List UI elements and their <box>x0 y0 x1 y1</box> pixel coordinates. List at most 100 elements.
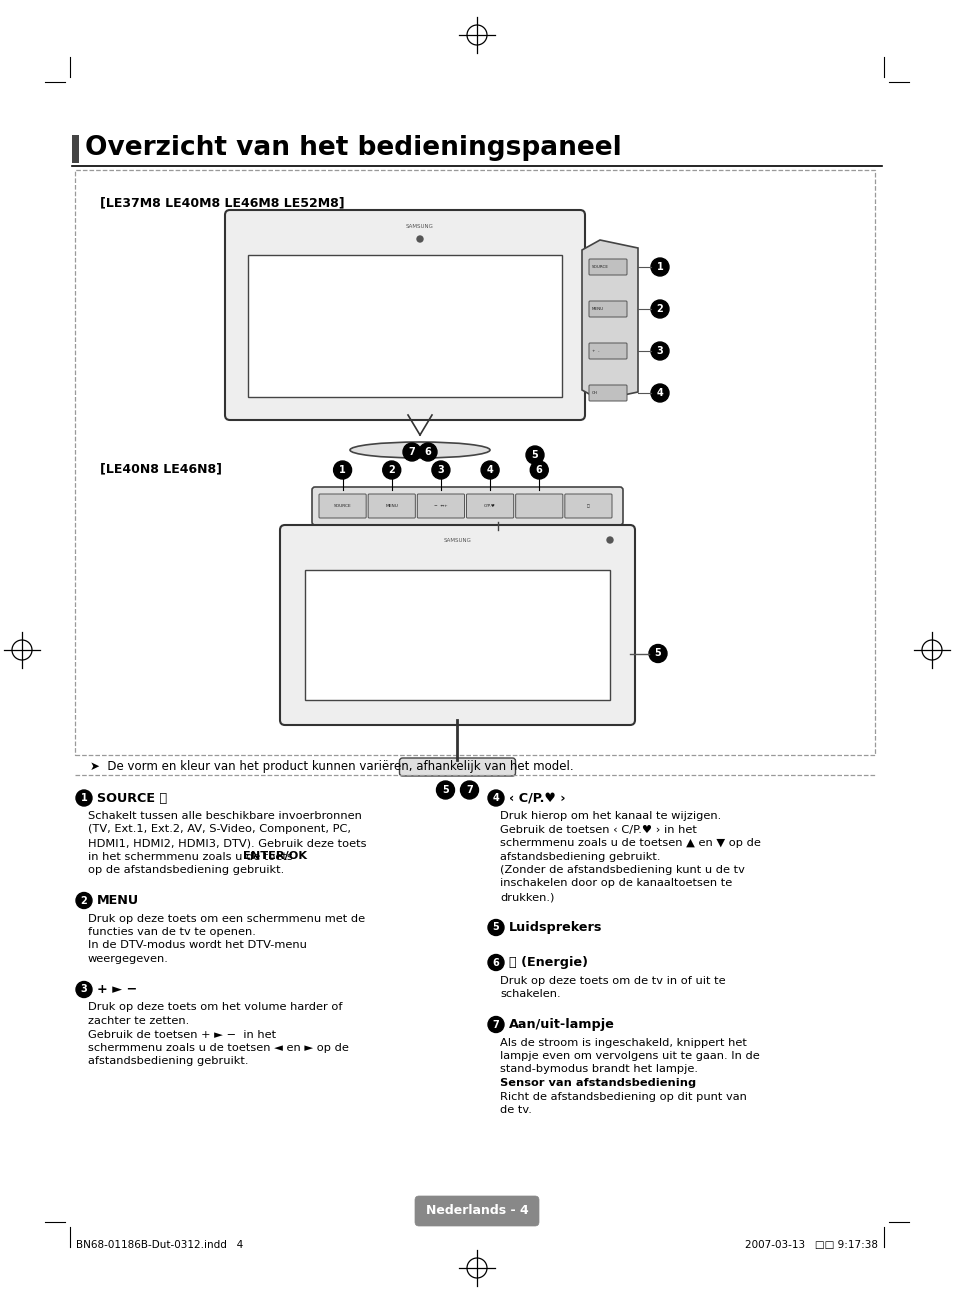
FancyBboxPatch shape <box>564 494 612 518</box>
Text: drukken.): drukken.) <box>499 892 554 902</box>
Text: +  -: + - <box>592 349 598 353</box>
Text: 1: 1 <box>81 794 88 803</box>
Circle shape <box>436 781 454 799</box>
FancyBboxPatch shape <box>416 494 464 518</box>
Text: [LE40N8 LE46N8]: [LE40N8 LE46N8] <box>100 462 222 475</box>
Text: Richt de afstandsbediening op dit punt van: Richt de afstandsbediening op dit punt v… <box>499 1092 746 1102</box>
Circle shape <box>650 258 668 276</box>
Text: Aan/uit-lampje: Aan/uit-lampje <box>509 1017 615 1030</box>
Text: 6: 6 <box>492 958 498 968</box>
Text: MENU: MENU <box>385 503 397 507</box>
Text: 7: 7 <box>492 1020 498 1029</box>
FancyBboxPatch shape <box>588 385 626 401</box>
Text: MENU: MENU <box>97 894 139 907</box>
Text: MENU: MENU <box>592 307 603 311</box>
Circle shape <box>650 342 668 360</box>
Circle shape <box>650 301 668 317</box>
Text: BN68-01186B-Dut-0312.indd   4: BN68-01186B-Dut-0312.indd 4 <box>76 1240 243 1250</box>
Ellipse shape <box>350 442 490 458</box>
Text: Nederlands - 4: Nederlands - 4 <box>425 1203 528 1216</box>
FancyBboxPatch shape <box>318 494 366 518</box>
Text: lampje even om vervolgens uit te gaan. In de: lampje even om vervolgens uit te gaan. I… <box>499 1051 759 1062</box>
Text: 1: 1 <box>656 262 662 272</box>
Text: 6: 6 <box>536 464 542 475</box>
Text: HDMI1, HDMI2, HDMI3, DTV). Gebruik deze toets: HDMI1, HDMI2, HDMI3, DTV). Gebruik deze … <box>88 838 366 848</box>
FancyBboxPatch shape <box>368 494 415 518</box>
Text: 3: 3 <box>81 985 88 994</box>
Text: 2007-03-13   □□ 9:17:38: 2007-03-13 □□ 9:17:38 <box>744 1240 877 1250</box>
Text: Druk hierop om het kanaal te wijzigen.: Druk hierop om het kanaal te wijzigen. <box>499 811 720 821</box>
Text: 2: 2 <box>656 304 662 314</box>
Text: SOURCE ⬜: SOURCE ⬜ <box>97 791 167 804</box>
Text: stand-bymodus brandt het lampje.: stand-bymodus brandt het lampje. <box>499 1064 698 1075</box>
Text: in het schermmenu zoals u de toets: in het schermmenu zoals u de toets <box>88 851 296 861</box>
Circle shape <box>480 461 498 479</box>
Circle shape <box>334 461 352 479</box>
Text: (Zonder de afstandsbediening kunt u de tv: (Zonder de afstandsbediening kunt u de t… <box>499 865 744 876</box>
Text: Schakelt tussen alle beschikbare invoerbronnen: Schakelt tussen alle beschikbare invoerb… <box>88 811 361 821</box>
Text: 7: 7 <box>466 785 473 795</box>
Text: 3: 3 <box>437 464 444 475</box>
Text: ➤  De vorm en kleur van het product kunnen variëren, afhankelijk van het model.: ➤ De vorm en kleur van het product kunne… <box>90 760 573 773</box>
Text: SOURCE: SOURCE <box>334 503 351 507</box>
Text: −  ↔+: − ↔+ <box>434 503 447 507</box>
Text: 4: 4 <box>492 794 498 803</box>
Text: schermmenu zoals u de toetsen ▲ en ▼ op de: schermmenu zoals u de toetsen ▲ en ▼ op … <box>499 838 760 848</box>
Text: Druk op deze toets om de tv in of uit te: Druk op deze toets om de tv in of uit te <box>499 976 725 985</box>
Text: ‹ C/P.♥ ›: ‹ C/P.♥ › <box>509 791 565 804</box>
Circle shape <box>76 981 91 998</box>
Text: 5: 5 <box>492 922 498 933</box>
Bar <box>71 135 79 163</box>
Circle shape <box>432 461 450 479</box>
Bar <box>248 255 561 397</box>
Circle shape <box>488 1016 503 1033</box>
Text: CH: CH <box>592 392 598 396</box>
Text: C/P.♥: C/P.♥ <box>484 503 496 507</box>
Text: 1: 1 <box>339 464 346 475</box>
Text: afstandsbediening gebruikt.: afstandsbediening gebruikt. <box>88 1056 248 1067</box>
Text: afstandsbediening gebruikt.: afstandsbediening gebruikt. <box>499 851 659 861</box>
Text: Overzicht van het bedieningspaneel: Overzicht van het bedieningspaneel <box>85 135 621 161</box>
Text: Druk op deze toets om het volume harder of: Druk op deze toets om het volume harder … <box>88 1003 342 1012</box>
Text: (TV, Ext.1, Ext.2, AV, S-Video, Component, PC,: (TV, Ext.1, Ext.2, AV, S-Video, Componen… <box>88 825 351 834</box>
Bar <box>305 570 609 700</box>
FancyBboxPatch shape <box>516 494 562 518</box>
Circle shape <box>402 444 420 461</box>
Text: Luidsprekers: Luidsprekers <box>509 921 601 934</box>
FancyBboxPatch shape <box>588 259 626 275</box>
Circle shape <box>525 446 543 464</box>
Text: 3: 3 <box>656 346 662 356</box>
Text: schakelen.: schakelen. <box>499 989 560 999</box>
Text: 5: 5 <box>441 785 449 795</box>
Circle shape <box>650 384 668 402</box>
Text: 2: 2 <box>388 464 395 475</box>
Text: Sensor van afstandsbediening: Sensor van afstandsbediening <box>499 1079 696 1088</box>
Text: SOURCE: SOURCE <box>592 265 608 269</box>
Text: In de DTV-modus wordt het DTV-menu: In de DTV-modus wordt het DTV-menu <box>88 941 307 951</box>
Circle shape <box>460 781 478 799</box>
FancyBboxPatch shape <box>466 494 513 518</box>
Text: 5: 5 <box>531 450 537 461</box>
Text: SAMSUNG: SAMSUNG <box>406 225 434 229</box>
Polygon shape <box>581 239 638 399</box>
Circle shape <box>416 235 422 242</box>
Text: functies van de tv te openen.: functies van de tv te openen. <box>88 928 255 937</box>
Text: Gebruik de toetsen ‹ C/P.♥ › in het: Gebruik de toetsen ‹ C/P.♥ › in het <box>499 825 696 834</box>
Text: inschakelen door op de kanaaltoetsen te: inschakelen door op de kanaaltoetsen te <box>499 878 732 889</box>
FancyBboxPatch shape <box>415 1196 538 1226</box>
Text: 4: 4 <box>656 388 662 398</box>
Text: 4: 4 <box>486 464 493 475</box>
Circle shape <box>488 920 503 935</box>
Text: ⏻: ⏻ <box>586 503 589 507</box>
Text: [LE37M8 LE40M8 LE46M8 LE52M8]: [LE37M8 LE40M8 LE46M8 LE52M8] <box>100 196 344 209</box>
Circle shape <box>76 790 91 807</box>
Circle shape <box>648 644 666 662</box>
FancyBboxPatch shape <box>399 758 515 775</box>
Text: schermmenu zoals u de toetsen ◄ en ► op de: schermmenu zoals u de toetsen ◄ en ► op … <box>88 1043 349 1053</box>
Circle shape <box>418 444 436 461</box>
Circle shape <box>76 892 91 908</box>
Circle shape <box>530 461 548 479</box>
Circle shape <box>488 955 503 971</box>
Text: zachter te zetten.: zachter te zetten. <box>88 1016 189 1026</box>
Text: de tv.: de tv. <box>499 1105 532 1115</box>
